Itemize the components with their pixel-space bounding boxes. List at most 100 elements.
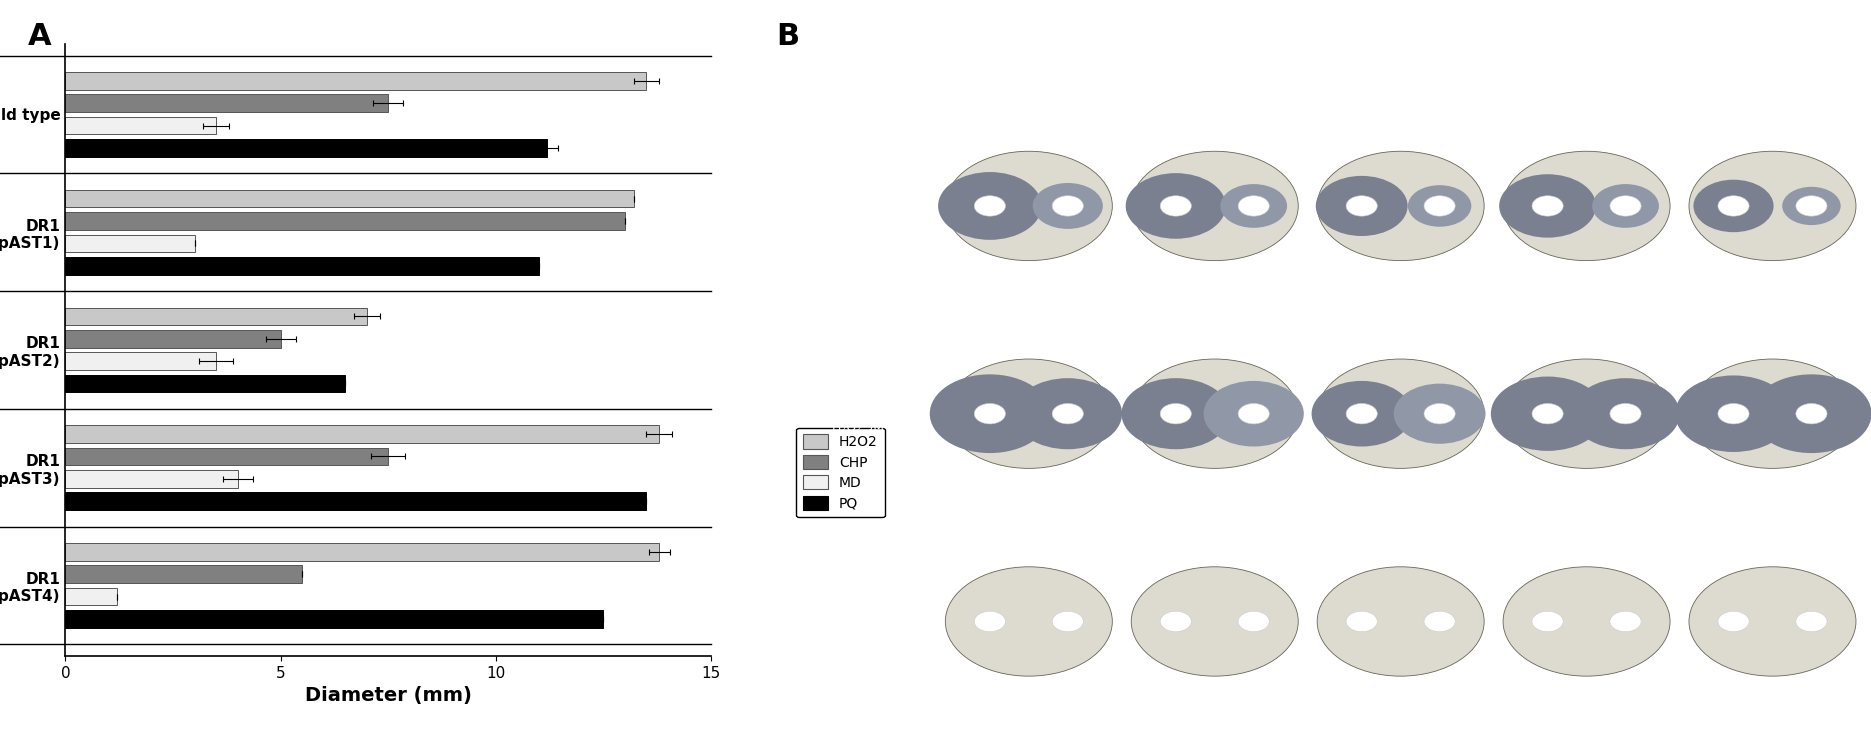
Text: DR1: DR1 xyxy=(1570,51,1603,66)
Circle shape xyxy=(1424,611,1456,631)
Text: PQ 50mM: PQ 50mM xyxy=(827,601,889,614)
Circle shape xyxy=(1572,378,1680,449)
Circle shape xyxy=(1160,611,1192,631)
Circle shape xyxy=(1532,611,1562,631)
Text: DR1: DR1 xyxy=(1755,51,1789,66)
Circle shape xyxy=(1796,611,1826,631)
Circle shape xyxy=(1126,174,1226,239)
Circle shape xyxy=(1502,567,1671,677)
Bar xyxy=(65,470,238,488)
Circle shape xyxy=(1132,152,1298,261)
Text: (pAST4): (pAST4) xyxy=(1740,91,1806,106)
Circle shape xyxy=(1220,184,1287,227)
Bar xyxy=(65,588,118,606)
Circle shape xyxy=(975,611,1005,631)
Circle shape xyxy=(1317,359,1484,469)
Text: DR1: DR1 xyxy=(1197,51,1231,66)
Circle shape xyxy=(1014,378,1123,449)
Circle shape xyxy=(1052,404,1083,424)
Text: MD 50mM: MD 50mM xyxy=(827,629,889,642)
Circle shape xyxy=(1239,404,1269,424)
Bar xyxy=(65,543,659,561)
Circle shape xyxy=(1394,383,1486,444)
Bar xyxy=(65,448,389,465)
Circle shape xyxy=(1532,196,1562,217)
Text: DR1: DR1 xyxy=(1385,51,1418,66)
Bar xyxy=(65,139,548,157)
Bar xyxy=(65,212,625,230)
Circle shape xyxy=(1203,381,1304,446)
Circle shape xyxy=(1502,152,1671,261)
Bar xyxy=(65,375,344,392)
Bar xyxy=(65,308,367,325)
Circle shape xyxy=(1132,359,1298,469)
Bar xyxy=(65,492,647,510)
Circle shape xyxy=(1491,377,1603,451)
Text: (pAST2): (pAST2) xyxy=(1368,91,1433,106)
Text: (pAST3): (pAST3) xyxy=(1553,91,1620,106)
Circle shape xyxy=(1796,404,1826,424)
Circle shape xyxy=(1675,375,1792,452)
Circle shape xyxy=(1532,404,1562,424)
Circle shape xyxy=(1424,196,1456,217)
Circle shape xyxy=(1239,196,1269,217)
Bar xyxy=(65,190,634,208)
Circle shape xyxy=(1693,180,1774,233)
X-axis label: Diameter (mm): Diameter (mm) xyxy=(305,687,471,706)
Bar xyxy=(65,330,281,348)
Bar xyxy=(65,257,539,275)
Circle shape xyxy=(1052,196,1083,217)
Bar xyxy=(65,94,389,112)
Circle shape xyxy=(1751,375,1871,453)
Circle shape xyxy=(1315,176,1407,236)
Circle shape xyxy=(1052,611,1083,631)
Circle shape xyxy=(1033,183,1102,229)
Circle shape xyxy=(945,567,1113,677)
Circle shape xyxy=(1609,611,1641,631)
Text: CHP 1M: CHP 1M xyxy=(834,186,881,198)
Text: A: A xyxy=(28,22,52,51)
Circle shape xyxy=(1592,184,1660,227)
Circle shape xyxy=(1718,196,1749,217)
Circle shape xyxy=(1424,404,1456,424)
Circle shape xyxy=(1609,196,1641,217)
Circle shape xyxy=(1718,611,1749,631)
Circle shape xyxy=(1345,404,1377,424)
Circle shape xyxy=(975,404,1005,424)
Circle shape xyxy=(1690,359,1856,469)
Circle shape xyxy=(1132,567,1298,677)
Circle shape xyxy=(945,359,1113,469)
Circle shape xyxy=(1718,404,1749,424)
Circle shape xyxy=(1783,187,1841,225)
Circle shape xyxy=(1499,174,1596,238)
Bar xyxy=(65,610,602,628)
Circle shape xyxy=(1502,359,1671,469)
Circle shape xyxy=(1690,567,1856,677)
Circle shape xyxy=(1407,185,1471,227)
Legend: H2O2, CHP, MD, PQ: H2O2, CHP, MD, PQ xyxy=(795,427,885,518)
Bar xyxy=(65,117,215,134)
Circle shape xyxy=(1690,152,1856,261)
Circle shape xyxy=(930,375,1050,453)
Text: (pAST1): (pAST1) xyxy=(1182,91,1248,106)
Circle shape xyxy=(1160,196,1192,217)
Circle shape xyxy=(1121,378,1229,449)
Circle shape xyxy=(1312,381,1413,446)
Text: Wild type: Wild type xyxy=(990,51,1068,66)
Circle shape xyxy=(975,196,1005,217)
Circle shape xyxy=(937,172,1042,240)
Bar xyxy=(65,352,215,370)
Bar xyxy=(65,72,647,90)
Circle shape xyxy=(1317,567,1484,677)
Circle shape xyxy=(1609,404,1641,424)
Circle shape xyxy=(1160,404,1192,424)
Circle shape xyxy=(1345,196,1377,217)
Bar xyxy=(65,235,195,252)
Bar xyxy=(65,566,301,583)
Bar xyxy=(65,425,659,443)
Text: B: B xyxy=(776,22,799,51)
Circle shape xyxy=(1239,611,1269,631)
Text: CHP 3M: CHP 3M xyxy=(834,394,881,406)
Circle shape xyxy=(1317,152,1484,261)
Circle shape xyxy=(1796,196,1826,217)
